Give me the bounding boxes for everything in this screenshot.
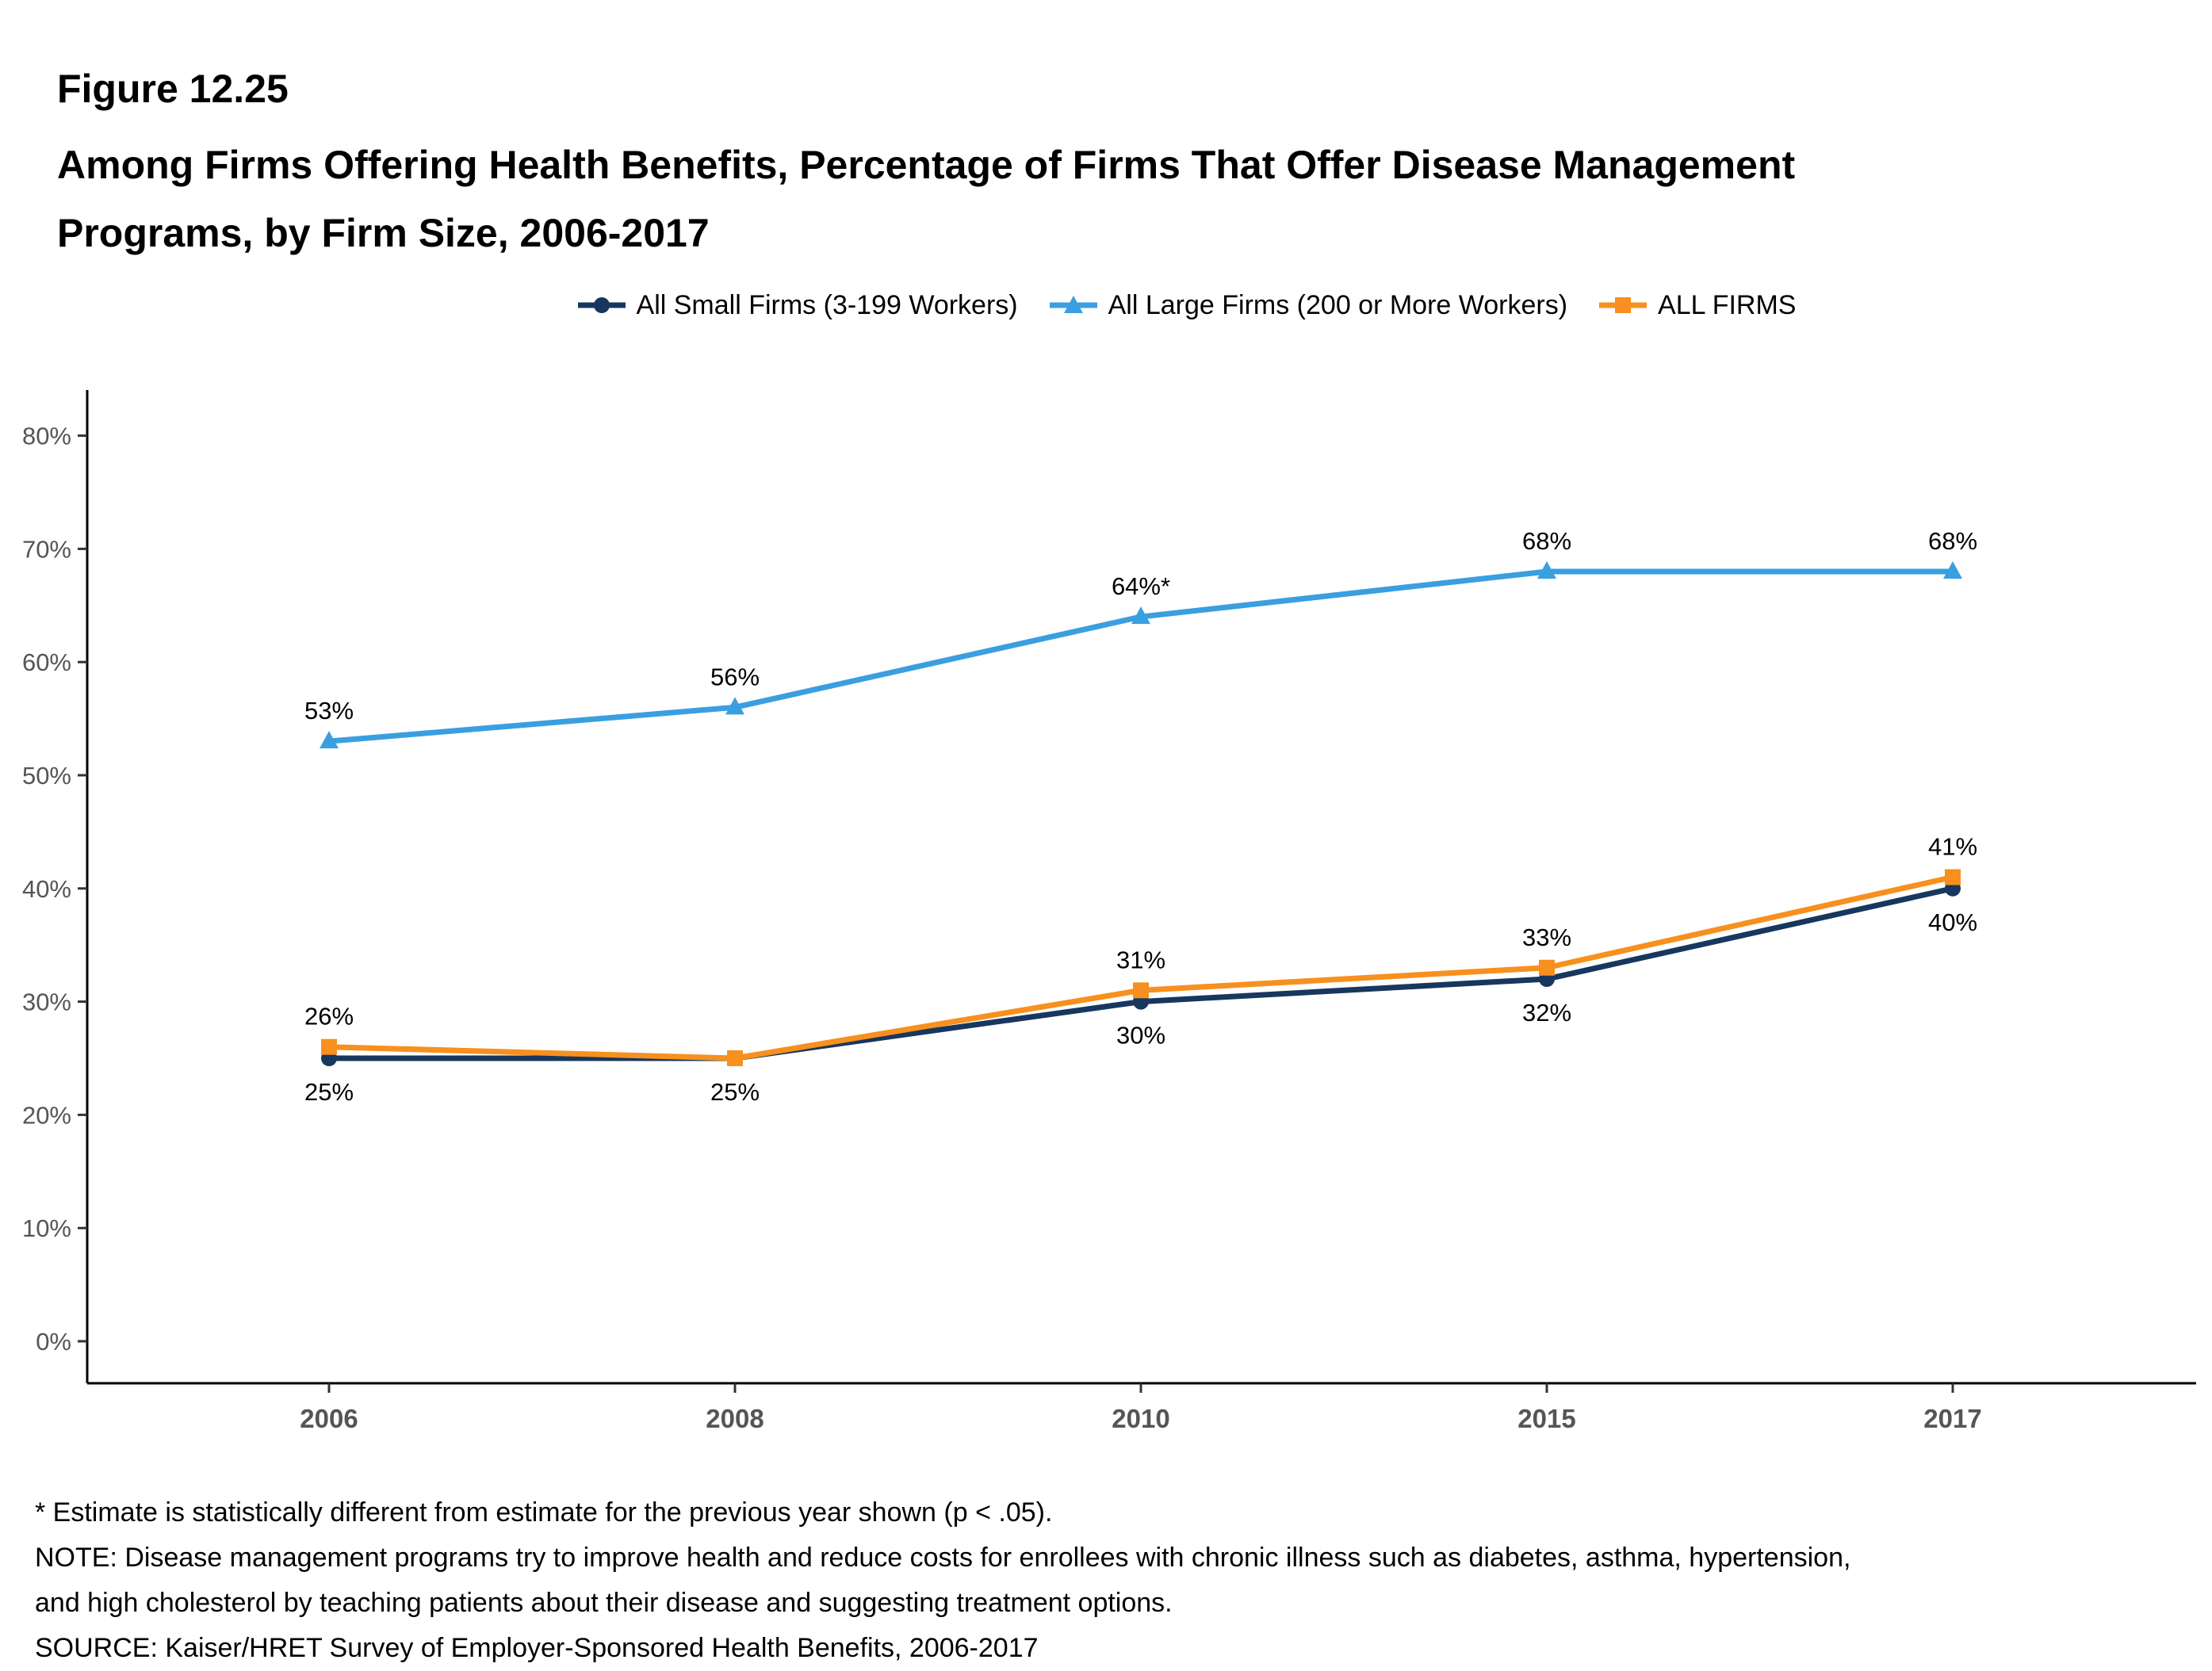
figure-label: Figure 12.25 (57, 67, 289, 111)
chart-title-line-2: Programs, by Firm Size, 2006-2017 (57, 211, 710, 255)
data-label: 25% (710, 1078, 760, 1106)
chart-title-line-1: Among Firms Offering Health Benefits, Pe… (57, 143, 1796, 187)
x-tick-label: 2006 (300, 1404, 358, 1433)
data-point-square (1945, 869, 1961, 885)
legend-item-large-firms: All Large Firms (200 or More Workers) (1047, 285, 1567, 325)
legend-key-large-firms (1049, 296, 1097, 313)
y-tick-label: 50% (22, 762, 71, 790)
data-point-square (1133, 982, 1149, 999)
data-point-triangle (1943, 560, 1962, 579)
legend-item-all-firms: ALL FIRMS (1596, 285, 1796, 325)
x-tick-label: 2017 (1923, 1404, 1981, 1433)
legend-key-small-firms (577, 297, 626, 313)
x-tick-label: 2015 (1517, 1404, 1575, 1433)
y-tick-label: 10% (22, 1214, 71, 1242)
data-label: 32% (1522, 999, 1571, 1027)
legend-key-all-firms (1599, 297, 1648, 313)
y-tick-label: 30% (22, 988, 71, 1016)
data-label: 26% (304, 1003, 354, 1031)
data-label: 64%* (1112, 572, 1170, 600)
data-label: 25% (304, 1078, 354, 1106)
y-tick-label: 0% (36, 1328, 71, 1356)
footnote-source: SOURCE: Kaiser/HRET Survey of Employer-S… (35, 1633, 1039, 1663)
data-label: 41% (1928, 833, 1977, 861)
data-point-triangle (1537, 560, 1556, 579)
data-label: 30% (1116, 1022, 1165, 1050)
legend-label-large-firms: All Large Firms (200 or More Workers) (1108, 290, 1568, 320)
y-tick-label: 70% (22, 535, 71, 563)
data-label: 31% (1116, 946, 1165, 973)
data-label: 40% (1928, 908, 1977, 936)
footnote-note-line-2: and high cholesterol by teaching patient… (35, 1588, 1173, 1618)
y-tick-label: 40% (22, 875, 71, 903)
footnote-note-line-1: NOTE: Disease management programs try to… (35, 1543, 1851, 1573)
data-label: 53% (304, 697, 354, 725)
data-label: 68% (1522, 527, 1571, 555)
data-point-square (1539, 959, 1555, 976)
data-point-triangle (1131, 606, 1150, 625)
data-point-triangle (725, 697, 744, 715)
data-label: 33% (1522, 923, 1571, 951)
data-label: 56% (710, 663, 760, 690)
data-point-square (321, 1038, 337, 1055)
legend-item-small-firms: All Small Firms (3-199 Workers) (575, 285, 1018, 325)
chart-legend: All Small Firms (3-199 Workers) All Larg… (79, 285, 2212, 325)
legend-label-all-firms: ALL FIRMS (1658, 290, 1797, 320)
chart-title: Among Firms Offering Health Benefits, Pe… (57, 131, 2087, 267)
data-point-square (727, 1050, 743, 1066)
x-tick-label: 2008 (706, 1404, 763, 1433)
data-point-triangle (320, 731, 339, 749)
y-tick-label: 60% (22, 648, 71, 676)
legend-label-small-firms: All Small Firms (3-199 Workers) (636, 290, 1018, 320)
x-tick-label: 2010 (1112, 1404, 1169, 1433)
y-tick-label: 20% (22, 1101, 71, 1129)
footnotes: * Estimate is statistically different fr… (35, 1490, 2176, 1671)
footnote-asterisk: * Estimate is statistically different fr… (35, 1497, 1053, 1528)
y-tick-label: 80% (22, 423, 71, 450)
data-label: 68% (1928, 527, 1977, 555)
